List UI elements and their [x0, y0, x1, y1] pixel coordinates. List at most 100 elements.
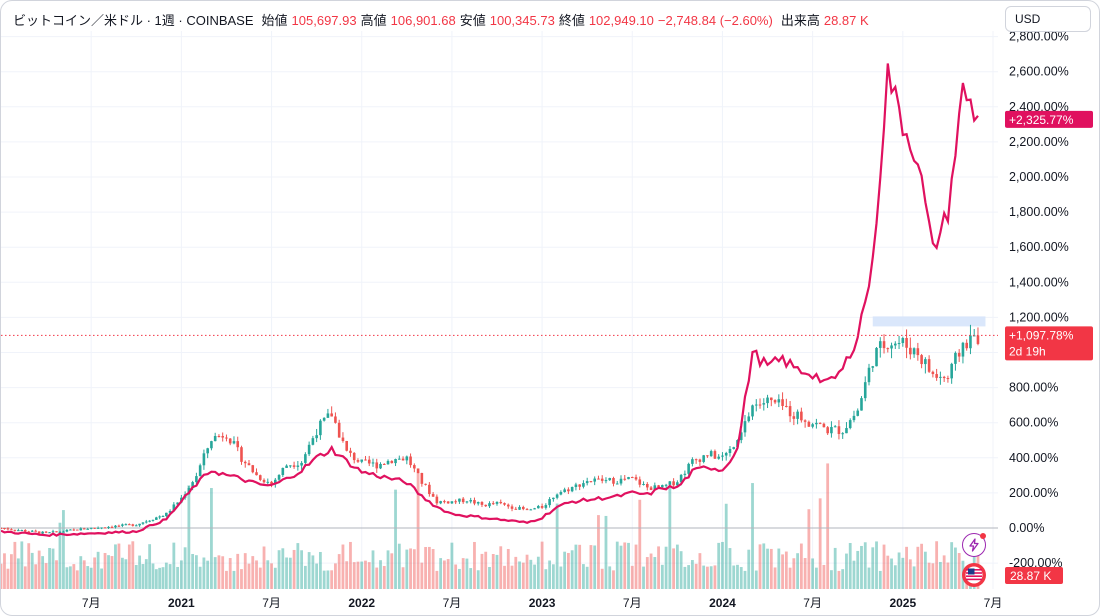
candle-body — [6, 528, 10, 530]
high-value: 106,901.68 — [390, 13, 456, 28]
candle-body — [277, 475, 281, 480]
volume-bar — [935, 541, 939, 589]
volume-bar — [168, 564, 172, 589]
volume-bar — [863, 542, 867, 589]
x-tick-label: 7月 — [82, 596, 101, 610]
volume-bar — [240, 569, 243, 589]
volume-bar — [41, 556, 45, 589]
symbol-title[interactable]: ビットコイン／米ドル · 1週 · COINBASE — [13, 13, 254, 28]
volume-bar — [792, 558, 796, 589]
volume-bar — [161, 567, 165, 589]
y-tick-label: 2,000.00% — [1009, 170, 1069, 184]
candle-body — [777, 399, 781, 403]
y-tick-label: 1,200.00% — [1009, 310, 1069, 324]
candle-body — [785, 405, 788, 407]
candle-body — [638, 479, 642, 485]
candle-body — [615, 483, 619, 485]
candle-body — [792, 416, 796, 419]
candle-body — [800, 411, 803, 421]
candle-body — [210, 441, 213, 449]
candle-body — [217, 436, 221, 438]
alert-button[interactable] — [962, 533, 986, 557]
change-value: −2,748.84 (−2.60%) — [657, 13, 773, 28]
candle-body — [506, 504, 510, 507]
candle-body — [540, 506, 544, 508]
candle-body — [243, 461, 247, 464]
candle-body — [1, 528, 3, 529]
candle-body — [491, 503, 495, 505]
low-label: 安値 — [459, 13, 486, 28]
candle-body — [110, 526, 114, 528]
candle-body — [356, 460, 360, 462]
flag-button[interactable] — [962, 563, 986, 587]
volume-bar — [194, 555, 198, 589]
y-tick-label: 2,400.00% — [1009, 100, 1069, 114]
candle-body — [307, 444, 311, 455]
volume-bar — [634, 544, 638, 589]
volume-bar — [732, 565, 736, 589]
candle-body — [510, 506, 514, 509]
candle-body — [653, 485, 657, 491]
volume-bar — [698, 553, 702, 589]
volume-bar — [491, 554, 495, 589]
close-label: 終値 — [558, 13, 585, 28]
volume-bar — [645, 557, 649, 589]
volume-bar — [20, 541, 24, 589]
bar-countdown-label: 2d 19h — [1009, 344, 1046, 358]
candle-body — [597, 478, 600, 480]
volume-bar — [23, 566, 27, 589]
candle-body — [747, 416, 751, 422]
candle-body — [664, 484, 668, 486]
volume-bar — [867, 567, 871, 589]
candle-body — [390, 460, 394, 464]
volume-bar — [65, 567, 69, 589]
volume-bar — [326, 570, 330, 589]
candle-body — [702, 455, 705, 462]
candle-body — [600, 478, 604, 481]
candle-body — [322, 417, 326, 421]
volume-bar — [337, 554, 341, 589]
volume-bar — [938, 561, 942, 589]
volume-bar — [371, 550, 375, 589]
volume-bar — [79, 556, 83, 589]
candle-body — [706, 455, 709, 457]
volume-bar — [721, 541, 724, 589]
candle-body — [461, 498, 465, 503]
candle-body — [428, 484, 431, 495]
candle-body — [134, 525, 138, 527]
volume-bar — [255, 560, 258, 589]
volume-bar — [540, 541, 544, 589]
candle-body — [138, 523, 141, 526]
volume-bar — [506, 548, 510, 589]
candle-body — [942, 376, 946, 379]
candle-body — [37, 531, 41, 534]
candle-body — [240, 447, 243, 462]
volume-bar — [44, 563, 48, 589]
candle-body — [337, 422, 341, 438]
volume-bar — [228, 558, 232, 589]
currency-button[interactable]: USD — [1005, 6, 1091, 32]
volume-bar — [401, 567, 405, 589]
volume-bar — [897, 552, 901, 589]
candle-body — [424, 483, 427, 485]
volume-bar — [916, 546, 920, 589]
volume-bar — [660, 564, 664, 589]
volume-bar — [356, 561, 360, 589]
volume-bar — [341, 544, 345, 589]
volume-bar — [927, 562, 931, 589]
candle-body — [255, 472, 258, 476]
candle-body — [364, 459, 367, 461]
candle-body — [439, 501, 442, 504]
volume-bar — [668, 485, 672, 589]
volume-bar — [96, 551, 100, 589]
volume-bar — [612, 570, 615, 589]
candle-body — [788, 406, 792, 417]
volume-bar — [830, 570, 833, 589]
candle-body — [687, 463, 690, 474]
volume-bar — [536, 556, 540, 589]
volume-bar — [454, 564, 458, 589]
candle-body — [537, 506, 540, 509]
candle-body — [311, 438, 315, 445]
